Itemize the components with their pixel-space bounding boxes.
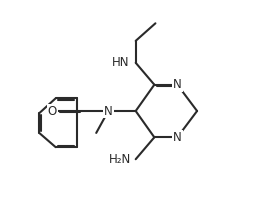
Text: N: N xyxy=(173,78,182,91)
Text: H₂N: H₂N xyxy=(109,153,131,166)
Text: HN: HN xyxy=(112,56,129,69)
Text: N: N xyxy=(173,131,182,144)
Text: N: N xyxy=(104,105,113,117)
Text: O: O xyxy=(48,105,57,117)
